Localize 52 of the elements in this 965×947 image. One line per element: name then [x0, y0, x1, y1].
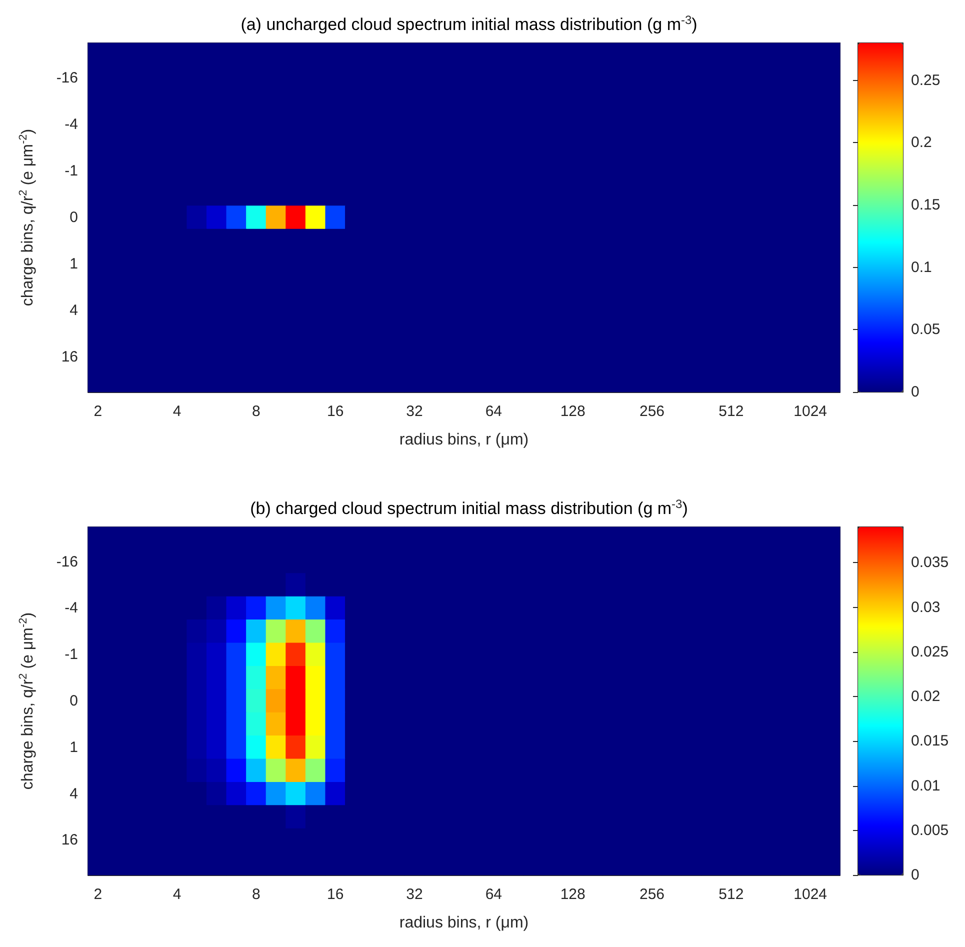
y-tick-label: 0 — [70, 692, 78, 710]
x-tick-label: 1024 — [794, 886, 828, 903]
x-tick-label: 1024 — [794, 403, 828, 420]
y-tick-label: -4 — [64, 600, 78, 617]
color-bar-label: 0 — [911, 384, 920, 400]
y-tick-label: 4 — [70, 302, 78, 320]
x-tick-label: 16 — [327, 403, 344, 420]
y-tick-label: 1 — [70, 738, 78, 756]
x-tick-label: 64 — [485, 886, 502, 903]
y-tick-label: -4 — [64, 116, 78, 133]
y-tick-label: 16 — [61, 832, 78, 849]
x-axis-title: radius bins, r (μm) — [399, 432, 529, 448]
x-tick-label: 128 — [560, 403, 586, 420]
color-bar-label: 0.035 — [911, 554, 949, 572]
y-axis-title: charge bins, q/r2 (e μm-2) — [18, 128, 36, 306]
y-tick-label: -1 — [64, 646, 78, 664]
x-tick-label: 512 — [718, 403, 744, 420]
y-tick-label: 4 — [70, 785, 78, 802]
color-bar-label: 0.05 — [911, 321, 940, 338]
x-tick-label: 4 — [172, 403, 182, 420]
color-bar-label: 0.025 — [911, 643, 949, 660]
color-bar-label: 0.015 — [911, 732, 949, 750]
x-tick-label: 4 — [172, 886, 182, 903]
color-bar-label: 0.01 — [911, 777, 940, 794]
x-axis-title: radius bins, r (μm) — [399, 914, 529, 932]
x-tick-label: 512 — [718, 886, 744, 903]
y-tick-label: -16 — [56, 69, 78, 86]
x-tick-label: 32 — [406, 403, 423, 420]
x-tick-label: 256 — [639, 403, 665, 420]
color-bar-label: 0.1 — [911, 258, 932, 276]
x-tick-label: 64 — [485, 403, 502, 420]
x-tick-label: 256 — [639, 886, 665, 903]
y-tick-label: -16 — [56, 553, 78, 570]
x-tick-label: 2 — [94, 886, 102, 903]
color-bar-label: 0.25 — [911, 72, 940, 89]
color-bar-label: 0.03 — [911, 598, 940, 616]
y-axis-title: charge bins, q/r2 (e μm-2) — [18, 612, 36, 790]
x-tick-label: 8 — [252, 886, 260, 903]
y-tick-label: 0 — [70, 209, 78, 226]
y-tick-label: -1 — [64, 162, 78, 180]
color-bar-label: 0.2 — [911, 134, 932, 152]
color-bar-label: 0.02 — [911, 688, 940, 706]
x-tick-label: 32 — [406, 886, 423, 903]
x-tick-label: 128 — [560, 886, 586, 903]
color-bar-label: 0.15 — [911, 196, 940, 214]
color-bar-label: 0 — [911, 866, 920, 884]
x-tick-label: 16 — [327, 886, 344, 903]
y-tick-label: 1 — [70, 256, 78, 273]
x-tick-label: 2 — [94, 403, 102, 420]
color-bar-label: 0.005 — [911, 822, 949, 839]
y-tick-label: 16 — [61, 348, 78, 366]
x-tick-label: 8 — [252, 403, 260, 420]
